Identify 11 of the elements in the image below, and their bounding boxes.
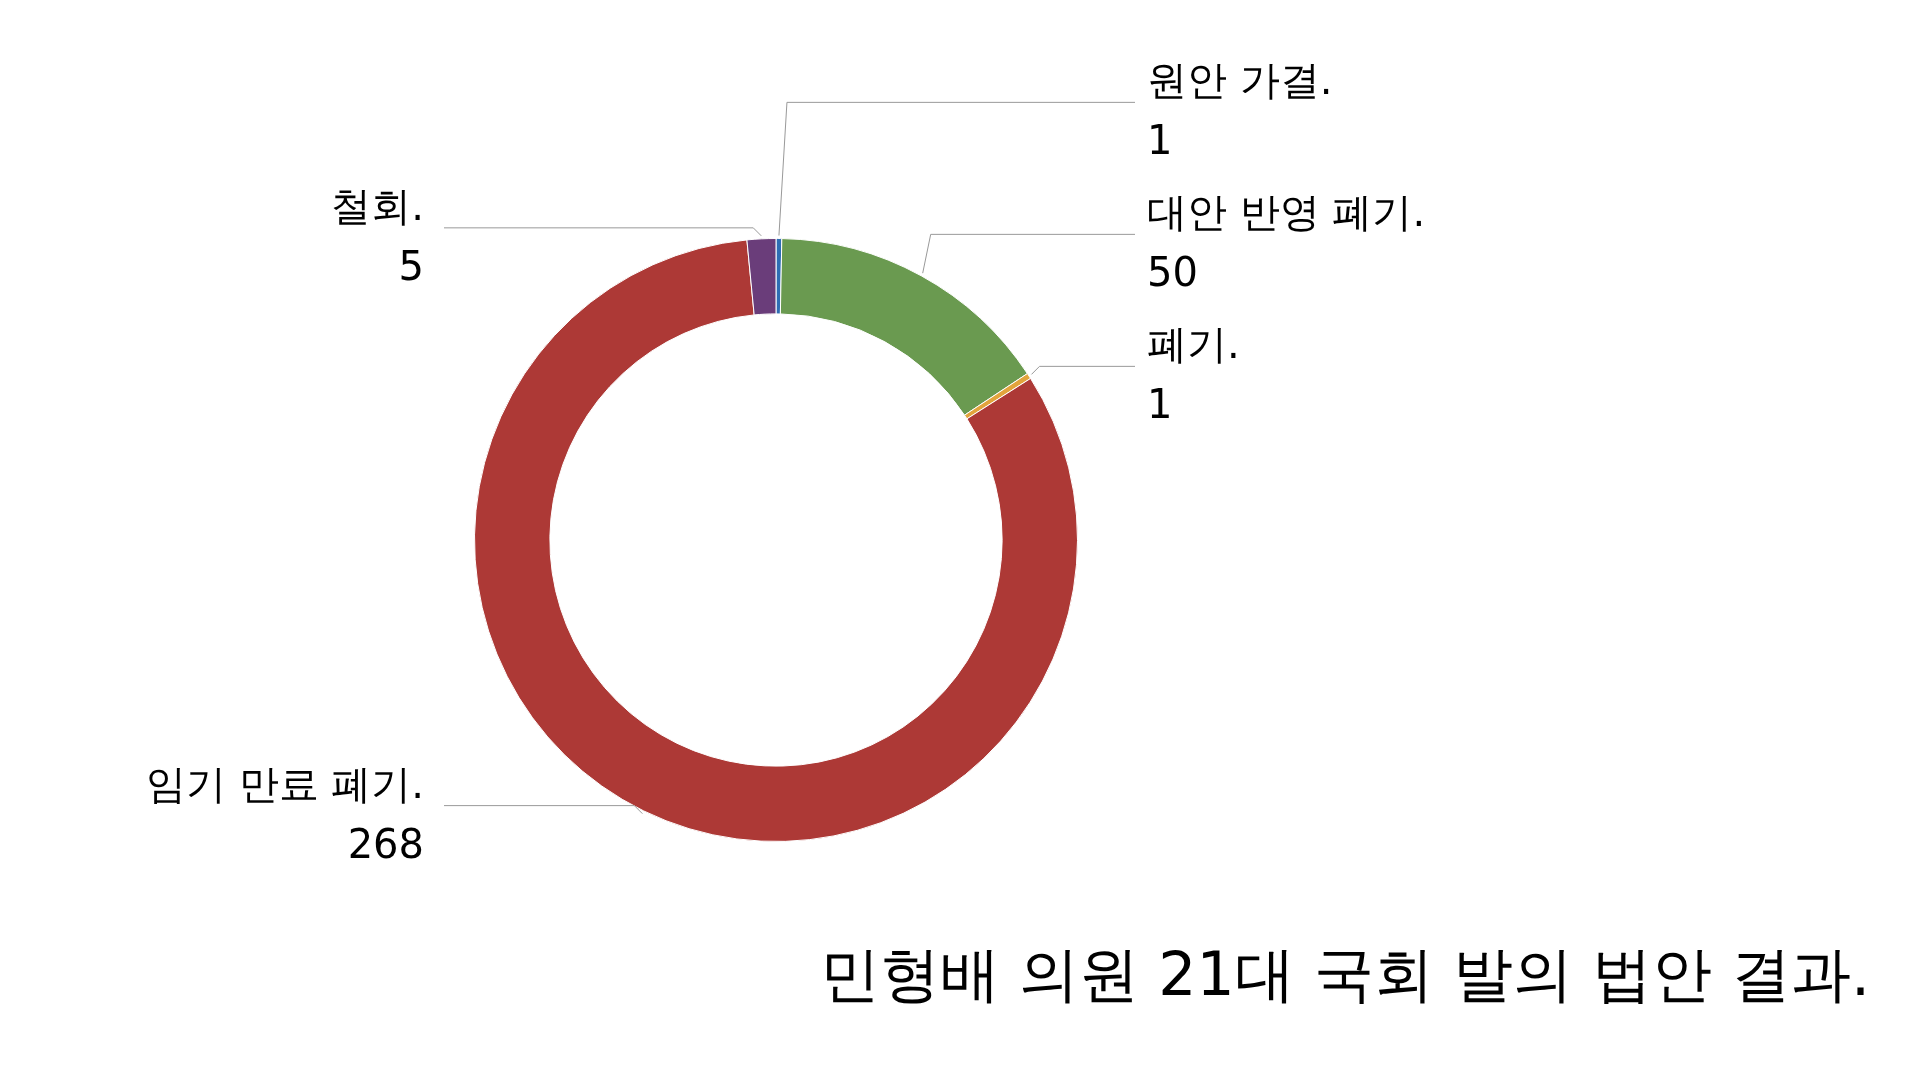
data-label: 268 bbox=[347, 820, 424, 867]
slice-label: 철회. bbox=[331, 182, 424, 229]
slice-label: 임기 만료 폐기. bbox=[145, 760, 424, 807]
data-label: 50 bbox=[1147, 249, 1198, 296]
slice-label: 대안 반영 폐기. bbox=[1147, 189, 1426, 236]
data-label: 1 bbox=[1147, 381, 1173, 428]
slice-label: 원안 가결. bbox=[1147, 57, 1333, 104]
slice-label: 폐기. bbox=[1147, 321, 1240, 368]
data-label: 5 bbox=[398, 242, 424, 289]
data-label: 1 bbox=[1147, 117, 1173, 164]
text: 민형배 의원 21대 국회 발의 법안 결과. bbox=[820, 938, 1870, 1011]
